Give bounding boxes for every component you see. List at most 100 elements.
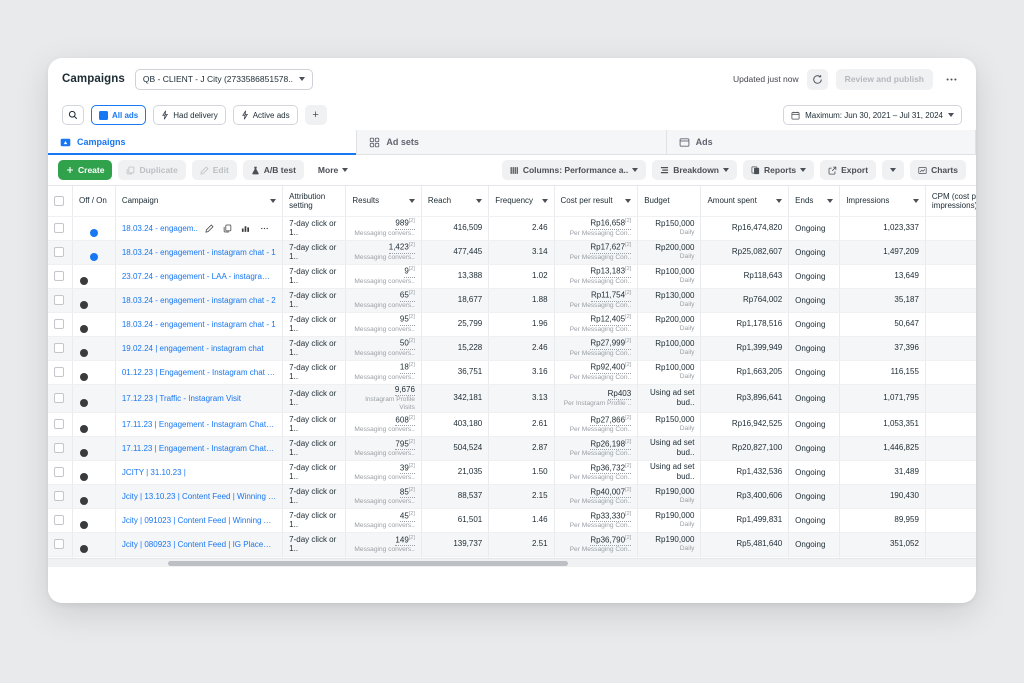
table-row[interactable]: 18.03.24 - engagement - instagram chat -… [48,288,976,313]
campaign-name-link[interactable]: 18.03.24 - engagement - instagram chat -… [121,319,276,329]
campaign-name-link[interactable]: 17.12.23 | Traffic - Instagram Visit [121,393,241,403]
table-row[interactable]: 17.11.23 | Engagement - Instagram Chat |… [48,436,976,461]
sort-chevron-icon[interactable] [625,198,632,203]
folder-icon [99,110,108,120]
col-header-campaign[interactable]: Campaign [115,186,284,217]
cell-subtext: Messaging convers.. [354,474,415,482]
budget-cell: Using ad set bud.. [637,436,702,461]
account-selector[interactable]: QB - CLIENT - J City (2733586851578.. [134,68,313,90]
duplicate-button[interactable]: Duplicate [118,160,186,180]
col-header-ends[interactable]: Ends [788,186,841,217]
row-checkbox[interactable] [54,271,64,281]
tab-ads[interactable]: Ads [666,130,976,154]
campaign-name-link[interactable]: 19.02.24 | engagement - instagram chat [121,343,264,353]
amount-spent-value: Rp20,827,100 [731,443,783,453]
campaign-name-link[interactable]: JCITY | 31.10.23 | [121,467,186,477]
campaign-name-link[interactable]: 18.03.24 - engagement - instagram chat -… [121,295,276,305]
ab-test-button[interactable]: A/B test [242,160,304,180]
row-checkbox[interactable] [54,491,64,502]
select-all-checkbox[interactable] [54,195,64,206]
table-row[interactable]: 17.12.23 | Traffic - Instagram Visit 7-da… [48,384,976,413]
table-row[interactable]: 18.03.24 - engagement - instagram chat -… [48,240,976,265]
attribution-value: 7-day click or 1.. [289,363,337,381]
scrollbar-thumb[interactable] [168,561,568,566]
header-more-button[interactable] [941,69,962,90]
sort-chevron-icon[interactable] [408,198,415,203]
breakdown-button[interactable]: Breakdown [652,160,738,180]
review-and-publish-button[interactable]: Review and publish [835,68,933,90]
col-header-reach[interactable]: Reach [421,186,490,217]
filter-active-ads[interactable]: Active ads [232,105,298,125]
table-row[interactable]: 18.03.24 - engagem.. 7-day click or 1.. 98… [48,216,976,241]
date-range-picker[interactable]: Maximum: Jun 30, 2021 – Jul 31, 2024 [783,105,962,125]
sort-chevron-icon[interactable] [912,198,919,203]
cost-per-result-cell: Rp92,400[2] Per Messaging Con.. [554,360,639,385]
table-row[interactable]: Jcity | 13.10.23 | Content Feed | Winnin… [48,484,976,509]
row-checkbox[interactable] [54,295,64,305]
col-header-results[interactable]: Results [345,186,422,217]
campaign-name-link[interactable]: 17.11.23 | Engagement - Instagram Chat |… [121,419,276,429]
col-header-amount-spent[interactable]: Amount spent [700,186,790,217]
table-row[interactable]: 23.07.24 - engagement - LAA - instagram … [48,264,976,289]
campaign-name-link[interactable]: Jcity | 080923 | Content Feed | IG Place… [121,539,277,549]
table-row[interactable]: Jcity | 091023 | Content Feed | Winning … [48,508,976,533]
export-dropdown-button[interactable] [882,160,905,180]
campaign-name-link[interactable]: 01.12.23 | Engagement - Instagram chat |… [121,367,276,377]
search-button[interactable] [62,105,84,125]
chevron-down-icon [800,168,807,172]
row-checkbox[interactable] [54,223,64,233]
campaign-name-link[interactable]: 18.03.24 - engagement - instagram chat -… [121,247,276,257]
more-button[interactable]: More [310,160,356,180]
campaign-name-link[interactable]: 23.07.24 - engagement - LAA - instagram … [121,271,277,281]
sort-chevron-icon[interactable] [827,198,834,203]
cpm-cell: Rp21 [925,288,976,313]
row-checkbox[interactable] [54,393,64,404]
sort-chevron-icon[interactable] [476,198,483,203]
row-checkbox[interactable] [54,443,64,454]
table-row[interactable]: 18.03.24 - engagement - instagram chat -… [48,312,976,337]
table-row[interactable]: 01.12.23 | Engagement - Instagram chat |… [48,360,976,385]
filter-all-ads[interactable]: All ads [91,105,147,125]
table-row[interactable]: 19.02.24 | engagement - instagram chat 7-… [48,336,976,361]
table-row[interactable]: Jcity | 080923 | Content Feed | IG Place… [48,532,976,557]
tab-ad-sets[interactable]: Ad sets [357,130,667,154]
horizontal-scrollbar[interactable] [48,558,976,567]
col-header-budget-label: Budget [644,196,670,206]
campaign-name-link[interactable]: Jcity | 091023 | Content Feed | Winning … [121,515,276,525]
add-filter-button[interactable]: + [304,105,327,125]
date-range-label: Maximum: Jun 30, 2021 – Jul 31, 2024 [805,110,943,120]
tab-campaigns[interactable]: Campaigns [48,130,358,155]
row-checkbox[interactable] [54,343,64,353]
campaign-name-link[interactable]: 18.03.24 - engagem.. [121,223,198,233]
sort-chevron-icon[interactable] [541,198,548,203]
export-button[interactable]: Export [820,160,877,180]
table-row[interactable]: 17.11.23 | Engagement - Instagram Chat |… [48,412,976,437]
columns-button[interactable]: Columns: Performance a.. [501,160,647,180]
charts-button[interactable]: Charts [910,160,966,180]
edit-button[interactable]: Edit [191,160,237,180]
sort-chevron-icon[interactable] [776,198,783,203]
row-checkbox[interactable] [54,247,64,257]
col-header-cost-per-result[interactable]: Cost per result [554,186,639,217]
row-checkbox[interactable] [54,539,64,550]
row-checkbox[interactable] [54,367,64,377]
sort-chevron-icon[interactable] [270,198,277,203]
row-checkbox[interactable] [54,467,64,478]
create-button[interactable]: Create [58,160,113,180]
row-checkbox[interactable] [54,515,64,526]
row-checkbox[interactable] [54,419,64,430]
col-header-impressions[interactable]: Impressions [839,186,926,217]
frequency-value: 2.51 [531,539,548,549]
row-toggle-cell [72,360,116,385]
table-body: 18.03.24 - engagem.. 7-day click or 1.. 98… [48,216,976,557]
reports-button[interactable]: Reports [743,160,815,180]
chevron-down-icon [948,113,954,117]
filter-had-delivery[interactable]: Had delivery [153,105,226,125]
plus-icon [67,167,73,173]
table-row[interactable]: JCITY | 31.10.23 | 7-day click or 1.. 39[2… [48,460,976,485]
campaign-name-link[interactable]: Jcity | 13.10.23 | Content Feed | Winnin… [121,491,276,501]
refresh-button[interactable] [806,68,828,90]
campaign-name-link[interactable]: 17.11.23 | Engagement - Instagram Chat |… [121,443,276,453]
row-checkbox[interactable] [54,319,64,329]
col-header-frequency[interactable]: Frequency [488,186,555,217]
